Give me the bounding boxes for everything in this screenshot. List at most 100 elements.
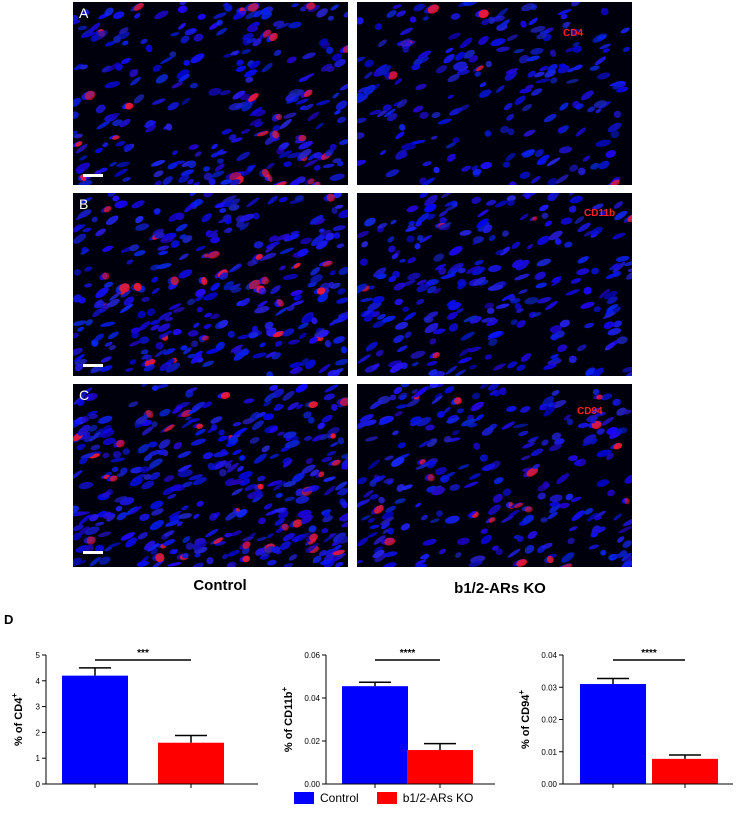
micrograph-cd94-ko: CD94	[357, 384, 632, 567]
nucleus	[419, 235, 432, 243]
nucleus	[594, 516, 602, 521]
nucleus	[488, 338, 498, 347]
nucleus	[322, 163, 335, 169]
panel-letter: C	[79, 387, 90, 403]
nucleus	[249, 118, 262, 126]
nucleus	[258, 517, 266, 525]
nucleus	[621, 552, 632, 562]
nucleus	[339, 83, 348, 91]
nucleus	[172, 160, 185, 165]
nucleus	[434, 263, 447, 271]
nucleus	[486, 199, 496, 206]
nucleus	[98, 531, 112, 538]
nucleus	[399, 394, 407, 401]
nucleus	[84, 266, 93, 272]
y-tick-label: 1	[36, 754, 41, 763]
nucleus	[340, 346, 347, 354]
nucleus	[530, 26, 546, 33]
nucleus	[364, 71, 373, 79]
nucleus	[90, 444, 101, 451]
nucleus	[179, 2, 187, 6]
nucleus	[544, 113, 557, 123]
nucleus	[420, 514, 428, 521]
nucleus	[513, 48, 525, 54]
nucleus	[338, 512, 348, 521]
nucleus	[598, 160, 610, 170]
nucleus	[393, 282, 406, 291]
stained-cell	[257, 131, 269, 137]
nucleus	[424, 316, 434, 323]
stained-cell	[432, 352, 440, 359]
nucleus	[317, 422, 326, 430]
nucleus	[211, 143, 218, 150]
nucleus	[129, 506, 142, 515]
stained-cell	[516, 559, 528, 567]
nucleus	[530, 88, 543, 96]
nucleus	[133, 250, 146, 257]
nucleus	[613, 110, 622, 119]
nucleus	[102, 452, 110, 459]
nucleus	[501, 515, 514, 523]
stained-cell	[624, 497, 630, 505]
nucleus	[325, 232, 335, 241]
nucleus	[486, 307, 495, 314]
nucleus	[114, 200, 128, 209]
nucleus	[109, 161, 117, 167]
stained-cell	[133, 282, 142, 292]
stained-cell	[242, 555, 251, 563]
nucleus	[75, 559, 87, 566]
nucleus	[274, 507, 286, 513]
nucleus	[422, 539, 437, 546]
nucleus	[159, 408, 171, 417]
nucleus	[407, 272, 421, 281]
nucleus	[210, 282, 221, 291]
nucleus	[599, 209, 608, 216]
bar	[580, 684, 646, 784]
nucleus	[180, 35, 190, 44]
nucleus	[313, 152, 322, 159]
nucleus	[526, 244, 534, 250]
nucleus	[436, 410, 445, 418]
nucleus	[357, 94, 369, 104]
nucleus	[625, 554, 632, 561]
nucleus	[73, 347, 83, 356]
nucleus	[178, 73, 190, 83]
nucleus	[327, 369, 340, 376]
nucleus	[334, 109, 341, 115]
nucleus	[560, 217, 573, 225]
nucleus	[140, 349, 149, 355]
nucleus	[332, 318, 342, 324]
y-tick-label: 0.04	[541, 651, 557, 660]
nucleus	[364, 364, 378, 373]
nucleus	[214, 163, 225, 172]
nucleus	[568, 205, 577, 213]
nucleus	[519, 213, 529, 221]
nucleus	[416, 212, 429, 225]
nucleus	[172, 405, 183, 414]
nucleus	[319, 559, 332, 565]
nucleus	[188, 418, 200, 423]
nucleus	[537, 484, 548, 492]
nucleus	[433, 328, 446, 335]
nucleus	[387, 527, 395, 535]
nucleus	[283, 161, 292, 167]
nucleus	[433, 288, 442, 294]
nucleus	[405, 227, 417, 232]
nucleus	[363, 489, 374, 498]
nucleus	[456, 308, 464, 314]
nucleus	[396, 483, 405, 492]
stained-cell	[145, 409, 154, 418]
nucleus	[169, 549, 176, 554]
nucleus	[489, 389, 498, 396]
nucleus	[433, 253, 445, 262]
nucleus	[141, 555, 149, 563]
stained-cell	[248, 93, 259, 102]
nucleus	[523, 129, 536, 137]
nucleus	[614, 210, 628, 221]
nucleus	[184, 203, 195, 213]
nucleus	[499, 246, 511, 256]
nucleus	[584, 508, 594, 515]
y-axis-label: % of CD11b+	[280, 687, 295, 753]
nucleus	[274, 518, 285, 526]
nucleus	[138, 287, 145, 293]
